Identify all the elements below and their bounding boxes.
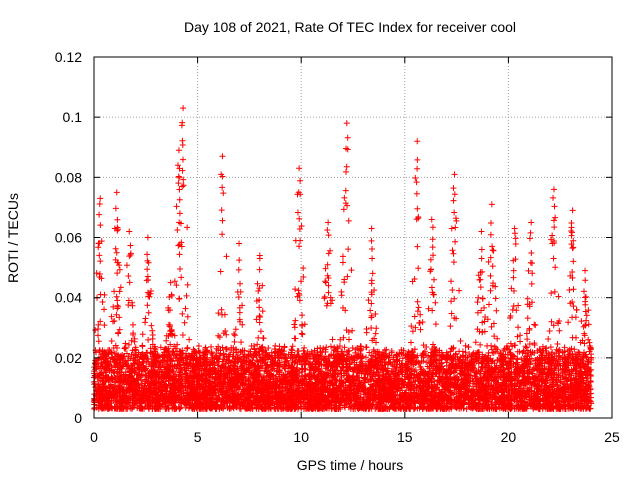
data-point bbox=[109, 354, 116, 361]
data-point bbox=[288, 364, 295, 371]
data-point bbox=[555, 372, 562, 379]
data-point bbox=[413, 358, 420, 365]
data-point bbox=[383, 346, 390, 353]
data-point bbox=[585, 361, 592, 368]
data-point bbox=[423, 359, 430, 366]
data-point bbox=[587, 373, 594, 380]
data-point bbox=[338, 348, 345, 355]
data-point bbox=[183, 362, 190, 369]
data-point bbox=[97, 370, 104, 377]
data-point bbox=[411, 381, 418, 388]
data-point bbox=[486, 391, 493, 398]
data-point bbox=[420, 358, 427, 365]
data-point bbox=[218, 368, 225, 375]
data-point bbox=[329, 362, 336, 369]
data-point bbox=[528, 381, 535, 388]
data-point bbox=[247, 358, 254, 365]
data-point bbox=[343, 349, 350, 356]
data-point bbox=[500, 347, 507, 354]
data-point bbox=[561, 348, 568, 355]
data-point bbox=[291, 359, 298, 366]
data-point bbox=[294, 372, 301, 379]
data-point bbox=[115, 382, 122, 389]
data-point bbox=[436, 373, 443, 380]
data-point bbox=[167, 367, 174, 374]
data-point bbox=[170, 369, 177, 376]
data-point bbox=[342, 368, 349, 375]
data-point bbox=[557, 379, 564, 386]
data-point bbox=[187, 356, 194, 363]
data-point bbox=[480, 374, 487, 381]
data-point bbox=[528, 351, 535, 358]
data-point bbox=[414, 352, 421, 359]
data-point bbox=[448, 345, 455, 352]
data-point bbox=[566, 371, 573, 378]
data-point bbox=[184, 356, 191, 363]
data-point bbox=[419, 351, 426, 358]
data-point bbox=[556, 353, 563, 360]
data-point bbox=[491, 343, 498, 350]
data-point bbox=[125, 353, 132, 360]
data-point bbox=[362, 354, 369, 361]
data-point bbox=[433, 386, 440, 393]
data-point bbox=[214, 362, 221, 369]
data-point bbox=[399, 355, 406, 362]
data-point bbox=[438, 388, 445, 395]
data-points bbox=[91, 105, 595, 412]
data-point bbox=[118, 364, 125, 371]
data-point bbox=[162, 357, 169, 364]
data-point bbox=[483, 378, 490, 385]
data-point bbox=[328, 352, 335, 359]
data-point bbox=[189, 363, 196, 370]
data-point bbox=[436, 347, 443, 354]
data-point bbox=[531, 349, 538, 356]
data-point bbox=[389, 363, 396, 370]
data-point bbox=[184, 363, 191, 370]
data-point bbox=[192, 372, 199, 379]
data-point bbox=[301, 344, 308, 351]
data-point bbox=[117, 369, 124, 376]
data-point bbox=[527, 348, 534, 355]
